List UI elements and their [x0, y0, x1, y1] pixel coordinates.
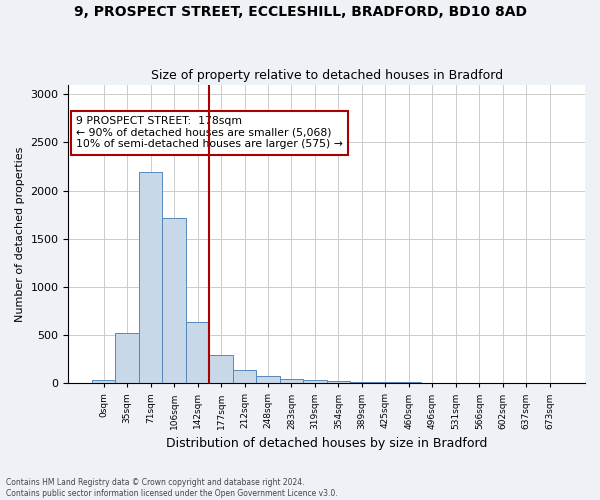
- Bar: [256, 376, 280, 384]
- X-axis label: Distribution of detached houses by size in Bradford: Distribution of detached houses by size …: [166, 437, 487, 450]
- Bar: [163, 218, 186, 384]
- Bar: [303, 380, 327, 384]
- Text: 9, PROSPECT STREET, ECCLESHILL, BRADFORD, BD10 8AD: 9, PROSPECT STREET, ECCLESHILL, BRADFORD…: [74, 5, 527, 19]
- Bar: [233, 370, 256, 384]
- Bar: [92, 380, 115, 384]
- Bar: [209, 355, 233, 384]
- Text: 9 PROSPECT STREET:  178sqm
← 90% of detached houses are smaller (5,068)
10% of s: 9 PROSPECT STREET: 178sqm ← 90% of detac…: [76, 116, 343, 149]
- Title: Size of property relative to detached houses in Bradford: Size of property relative to detached ho…: [151, 69, 503, 82]
- Y-axis label: Number of detached properties: Number of detached properties: [15, 146, 25, 322]
- Bar: [374, 382, 397, 384]
- Bar: [139, 172, 163, 384]
- Bar: [115, 333, 139, 384]
- Bar: [397, 382, 421, 384]
- Bar: [350, 382, 374, 384]
- Bar: [280, 379, 303, 384]
- Bar: [327, 381, 350, 384]
- Text: Contains HM Land Registry data © Crown copyright and database right 2024.
Contai: Contains HM Land Registry data © Crown c…: [6, 478, 338, 498]
- Bar: [186, 322, 209, 384]
